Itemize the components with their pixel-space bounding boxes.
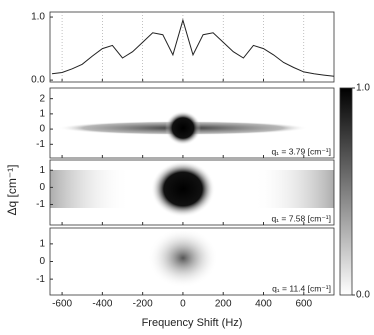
y-axis-label: Δq [cm⁻¹] bbox=[5, 164, 19, 215]
x-tick-label: -600 bbox=[52, 299, 72, 310]
y-tick-label: 0.0 bbox=[31, 75, 45, 86]
x-tick-label: 200 bbox=[215, 299, 232, 310]
x-tick-label: 0 bbox=[180, 299, 186, 310]
x-tick-label: -400 bbox=[92, 299, 112, 310]
panel-frame bbox=[49, 159, 335, 226]
colorbar-tick-label: 1.0 bbox=[356, 83, 370, 94]
y-tick-label: -1 bbox=[36, 199, 45, 210]
x-tick-label: 400 bbox=[255, 299, 272, 310]
x-tick-label: -200 bbox=[133, 299, 153, 310]
y-tick-label: 0 bbox=[39, 124, 45, 135]
y-tick-label: 1 bbox=[39, 165, 45, 176]
y-tick-label: 1.0 bbox=[31, 12, 45, 23]
y-tick-label: -1 bbox=[36, 139, 45, 150]
panel-frame bbox=[49, 87, 335, 159]
colorbar-tick-label: 0.0 bbox=[356, 290, 370, 301]
annotation: q₁ = 3.79 [cm⁻¹] bbox=[271, 146, 331, 156]
y-tick-label: 1 bbox=[39, 109, 45, 120]
annotation: q₁ = 11.4 [cm⁻¹] bbox=[272, 283, 331, 293]
panel-frame bbox=[49, 11, 335, 83]
x-tick-label: 600 bbox=[295, 299, 312, 310]
y-tick-label: 0 bbox=[39, 182, 45, 193]
x-axis-label: Frequency Shift (Hz) bbox=[142, 317, 243, 329]
annotation: q₁ = 7.58 [cm⁻¹] bbox=[271, 213, 331, 223]
colorbar bbox=[339, 87, 353, 296]
heatmap-image bbox=[50, 111, 334, 288]
spectrum-line bbox=[51, 18, 335, 77]
y-tick-label: 2 bbox=[39, 93, 45, 104]
y-tick-label: 0 bbox=[39, 256, 45, 267]
y-tick-label: -1 bbox=[36, 274, 45, 285]
y-tick-label: 1 bbox=[39, 239, 45, 250]
